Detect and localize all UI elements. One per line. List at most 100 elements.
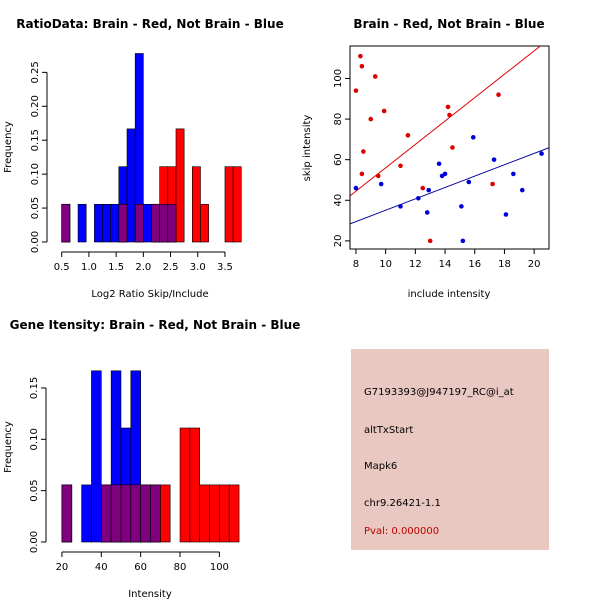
gene-hist-blue-bar [91,370,102,543]
scatter-y-tick-label: 100 [333,69,344,88]
scatter-title: Brain - Red, Not Brain - Blue [353,17,544,31]
scatter-xlabel: include intensity [408,289,491,300]
gene-hist-xlabel: Intensity [128,589,172,600]
gene-hist-overlap-bar [110,484,122,543]
gene-hist-red-bar [219,484,230,543]
blue-point [470,135,476,140]
event-type-text: altTxStart [364,425,414,436]
gene-hist-x-tick-label: 40 [95,562,108,573]
ratio-hist-xlabel: Log2 Ratio Skip/Include [91,289,208,300]
ratio-hist-x-tick-label: 3.5 [217,262,233,273]
ratio-hist-red-bar [224,166,234,243]
ratio-hist-overlap-bar [167,203,177,243]
blue-point [459,204,464,209]
blue-point [491,157,497,162]
ratio-hist-blue-bar [110,203,120,243]
ratio-hist-x-tick-label: 2.5 [163,262,179,273]
scatter-y-tick-label: 40 [333,194,344,207]
ratio-hist-overlap-bar [159,203,169,243]
gene-hist-title: Gene Itensity: Brain - Red, Not Brain - … [10,318,301,332]
scatter-fit-lines [350,46,549,225]
red-point [420,185,426,191]
gene-hist-red-bar [189,427,201,543]
gene-hist-overlap-bar [150,484,161,543]
gene-hist-x-tick-label: 20 [56,562,69,573]
gene-hist-x-tick-label: 100 [210,562,229,573]
scatter-ylabel: skip intensity [302,115,313,182]
blue-point [519,187,525,193]
gene-hist-chart [41,370,240,557]
ratio-hist-y-tick-label: 0.15 [30,129,41,151]
scatter-y-tick-label: 20 [333,235,344,248]
red-point [372,74,378,79]
gene-hist-y-tick-label: 0.15 [29,377,40,399]
ratio-hist-ylabel: Frequency [3,121,14,173]
ratio-hist-chart [42,53,242,257]
ratio-hist-overlap-bar [118,203,128,243]
ratio-hist-x-tick-label: 0.5 [54,262,70,273]
gene-hist-red-bar [179,427,191,543]
blue-point [398,204,403,209]
ratio-hist-title: RatioData: Brain - Red, Not Brain - Blue [16,17,283,31]
red-point [445,104,451,110]
ratio-hist-red-bar [232,166,242,243]
gene-hist-red-bar [199,484,210,543]
blue-point [460,238,466,244]
gene-hist-x-tick-label: 60 [134,562,147,573]
blue-point [436,161,442,167]
gene-hist-red-bar [228,484,240,543]
gene-hist-overlap-bar [61,484,73,543]
ratio-hist-y-tick-label: 0.20 [30,95,41,117]
ratio-hist-red-bar [192,166,201,243]
ratio-hist-x-tick-label: 1.5 [108,262,124,273]
scatter-y-tick-label: 60 [333,153,344,166]
gene-hist-y-tick-label: 0.00 [29,531,40,553]
red-point [368,116,374,122]
red-point [405,133,411,138]
gene-hist-y-tick-label: 0.10 [29,428,40,450]
gene-hist-overlap-bar [140,484,151,543]
ratio-hist-blue-bar [102,203,111,243]
info-panel: G7193393@J947197_RC@i_at altTxStart Mapk… [351,349,549,550]
gene-hist-overlap-bar [100,484,112,543]
ratio-hist-blue-bar [143,203,152,243]
blue-point [503,212,509,217]
ratio-hist-y-tick-label: 0.05 [30,197,41,219]
red-point [450,145,455,150]
ratio-hist-red-bar [175,128,185,243]
gene-hist-red-bar [209,484,220,543]
blue-point [424,210,430,215]
red-point [358,53,363,59]
red-point [427,238,433,244]
red-fit-line [350,46,542,197]
scatter-x-tick-label: 20 [528,259,541,270]
scatter-x-tick-label: 18 [498,259,511,270]
gene-hist-red-bar [160,484,171,543]
red-point [398,163,403,169]
probe-id-text: G7193393@J947197_RC@i_at [364,387,514,398]
blue-point [426,187,432,193]
red-point [375,173,381,179]
red-point [381,108,387,114]
blue-point [353,185,359,191]
ratio-hist-y-tick-label: 0.00 [30,231,41,253]
gene-name-text: Mapk6 [364,461,398,472]
red-point [353,88,359,93]
ratio-hist-red-bar [200,203,209,243]
scatter-y-tick-label: 80 [333,113,344,126]
scatter-x-tick-label: 16 [468,259,481,270]
ratio-hist-x-tick-label: 1.0 [81,262,97,273]
ratio-hist-blue-bar [77,203,87,243]
scatter-plot-box [349,45,550,250]
ratio-hist-blue-bar [126,128,136,243]
gene-hist-x-tick-label: 80 [174,562,187,573]
ratio-hist-overlap-bar [151,203,160,243]
ratio-hist-blue-bar [94,203,103,243]
red-point [361,149,366,154]
ratio-hist-y-tick-label: 0.10 [30,163,41,185]
blue-point [442,171,448,177]
scatter-x-tick-label: 8 [353,259,359,270]
scatter-x-tick-label: 10 [379,259,392,270]
red-point [496,92,501,98]
gene-hist-blue-bar [81,484,92,543]
